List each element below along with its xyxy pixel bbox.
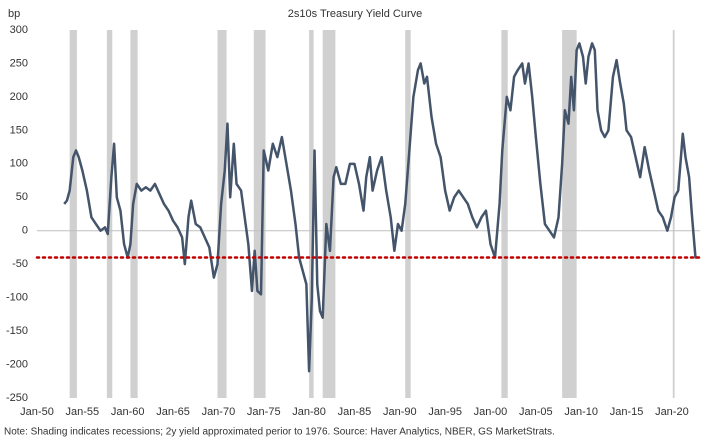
x-tick-label: Jan-05	[519, 406, 553, 418]
x-tick-label: Jan-60	[111, 406, 145, 418]
x-tick-label: Jan-90	[383, 406, 417, 418]
x-tick-label: Jan-55	[66, 406, 100, 418]
recession-band	[309, 30, 314, 398]
recession-band	[672, 30, 675, 398]
y-tick-label: -200	[6, 358, 28, 370]
yield-curve-line	[63, 42, 698, 373]
y-tick-label: -50	[12, 258, 28, 270]
recession-band	[501, 30, 508, 398]
y-tick-label: 0	[22, 225, 28, 237]
x-tick-label: Jan-75	[247, 406, 281, 418]
x-tick-label: Jan-95	[428, 406, 462, 418]
y-axis-label: bp	[8, 8, 20, 20]
recession-band	[562, 30, 577, 398]
x-tick-label: Jan-80	[292, 406, 326, 418]
y-tick-label: -100	[6, 292, 28, 304]
y-tick-label: -150	[6, 325, 28, 337]
y-tick-label: 200	[10, 91, 28, 103]
y-tick-label: 100	[10, 158, 28, 170]
recession-band	[322, 30, 336, 398]
recession-band	[253, 30, 266, 398]
recession-band	[217, 30, 227, 398]
x-tick-label: Jan-00	[474, 406, 508, 418]
recession-band	[69, 30, 77, 398]
y-tick-label: 250	[10, 57, 28, 69]
recession-band	[130, 30, 138, 398]
y-tick-label: 300	[10, 24, 28, 36]
x-tick-label: Jan-50	[20, 406, 54, 418]
recession-band	[405, 30, 411, 398]
y-tick-label: 50	[16, 191, 28, 203]
y-tick-label: -250	[6, 392, 28, 404]
x-tick-label: Jan-65	[156, 406, 190, 418]
x-tick-label: Jan-70	[202, 406, 236, 418]
y-tick-label: 150	[10, 124, 28, 136]
x-tick-label: Jan-10	[564, 406, 598, 418]
x-tick-label: Jan-85	[338, 406, 372, 418]
x-tick-label: Jan-15	[610, 406, 644, 418]
note: Note: Shading indicates recessions; 2y y…	[4, 427, 555, 438]
x-tick-label: Jan-20	[655, 406, 689, 418]
chart-title: 2s10s Treasury Yield Curve	[288, 8, 423, 20]
